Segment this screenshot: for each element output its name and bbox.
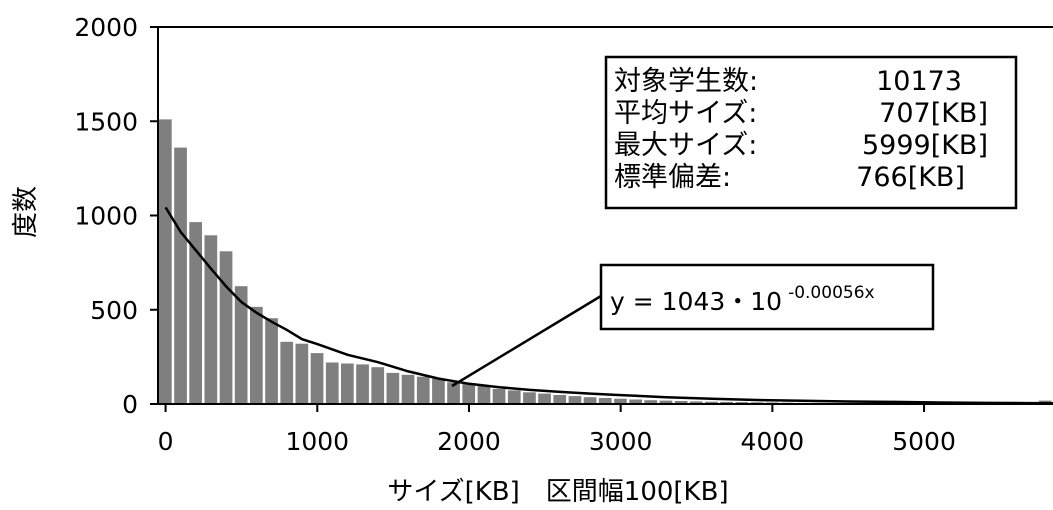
stats-value-students: 10173 <box>876 66 962 97</box>
equation-box <box>599 263 935 331</box>
stats-value-stddev: 766[KB] <box>856 162 965 193</box>
x-tick-label: 0 <box>158 427 174 456</box>
stats-label-students: 対象学生数: <box>614 66 758 97</box>
histogram-bar <box>598 398 612 404</box>
x-tick-label: 4000 <box>741 427 805 456</box>
histogram-bar <box>310 353 324 404</box>
x-axis-label: サイズ[KB] 区間幅100[KB] <box>387 477 728 507</box>
x-tick-label: 2000 <box>437 427 501 456</box>
histogram-bar <box>720 401 733 404</box>
histogram-bar <box>583 397 597 404</box>
stats-value-mean: 707[KB] <box>879 98 988 129</box>
equation-text: y = 1043・10 -0.00056x <box>610 283 875 316</box>
x-tick-label: 3000 <box>589 427 653 456</box>
fit-equation-annotation: y = 1043・10 -0.00056x <box>451 263 935 388</box>
histogram-bar <box>477 386 491 404</box>
histogram-bar <box>462 383 476 404</box>
y-tick-label: 0 <box>122 390 138 419</box>
histogram-bar <box>265 318 278 404</box>
histogram-bar <box>280 341 294 404</box>
bars-layer <box>159 119 1052 405</box>
histogram-bar <box>629 399 642 404</box>
histogram-bar <box>250 306 263 404</box>
histogram-bar <box>174 147 187 404</box>
histogram-bar <box>553 395 567 404</box>
fit-curve-line <box>164 206 1053 405</box>
x-tick-label: 1000 <box>285 427 349 456</box>
histogram-bar <box>159 119 172 405</box>
histogram-bar <box>507 390 521 404</box>
histogram-bar <box>447 382 460 404</box>
y-ticks: 0 500 1000 1500 2000 <box>74 13 158 419</box>
histogram-bar <box>523 392 536 404</box>
x-ticks: 0 1000 2000 3000 4000 5000 <box>158 404 956 456</box>
histogram-bar <box>674 401 688 404</box>
histogram-bar <box>689 401 703 404</box>
y-tick-label: 500 <box>90 296 138 325</box>
stats-box-frame <box>604 55 1018 210</box>
histogram-bar <box>219 251 233 404</box>
histogram-bar <box>386 372 400 404</box>
histogram-bar <box>325 362 339 404</box>
annotation-leader-line <box>451 294 602 388</box>
stats-box: 対象学生数: 10173 平均サイズ: 707[KB] 最大サイズ: 5999[… <box>604 55 1018 210</box>
histogram-bar <box>356 364 369 404</box>
stats-value-max: 5999[KB] <box>862 130 988 161</box>
y-tick-label: 1000 <box>74 202 138 231</box>
histogram-bar <box>371 367 385 404</box>
histogram-bar <box>659 400 673 404</box>
histogram-bar <box>416 376 430 404</box>
histogram-bar <box>234 286 248 404</box>
histogram-bar <box>492 388 506 404</box>
equation-main: y = 1043・10 <box>610 287 782 316</box>
histogram-bar <box>614 398 627 404</box>
stats-label-stddev: 標準偏差: <box>614 162 731 193</box>
histogram-bar <box>538 393 551 404</box>
x-tick-label: 5000 <box>892 427 956 456</box>
histogram-bar <box>644 400 658 404</box>
histogram-bar <box>204 235 218 404</box>
histogram-bar <box>341 363 354 404</box>
histogram-bar <box>705 401 718 404</box>
y-axis-label: 度数 <box>11 186 41 238</box>
histogram-bar <box>189 222 202 404</box>
histogram-bar <box>568 396 582 404</box>
stats-label-mean: 平均サイズ: <box>614 98 757 129</box>
y-tick-label: 2000 <box>74 13 138 42</box>
equation-exponent: -0.00056x <box>788 283 875 303</box>
y-tick-label: 1500 <box>74 107 138 136</box>
histogram-bar <box>401 374 415 404</box>
stats-label-max: 最大サイズ: <box>614 130 757 161</box>
histogram-bar <box>295 343 309 404</box>
histogram-bar <box>432 378 445 404</box>
